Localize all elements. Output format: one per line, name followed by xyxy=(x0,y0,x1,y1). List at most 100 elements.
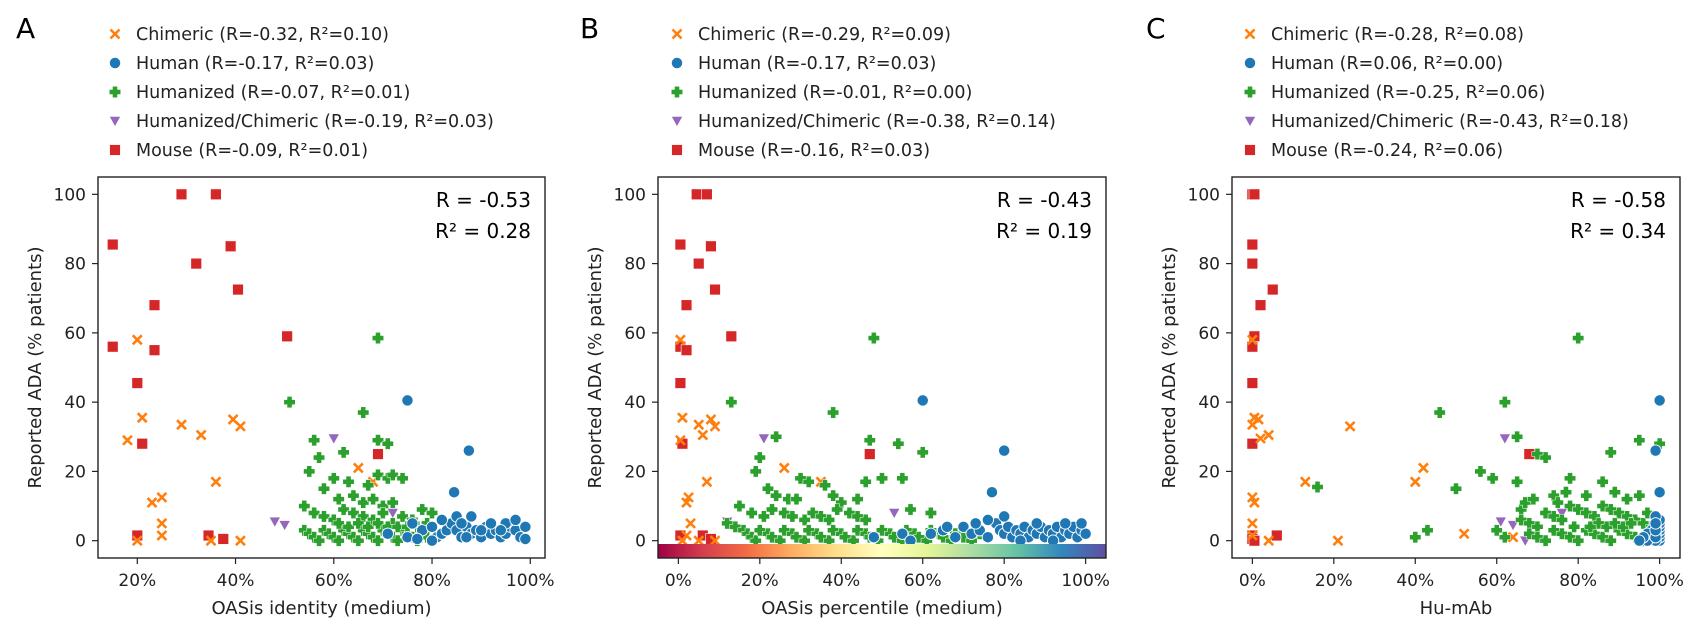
legend-entry-humanized: Humanized (R=-0.25, R²=0.06) xyxy=(1271,83,1545,103)
data-point-humanized xyxy=(1539,451,1552,464)
legend-entry-human: Human (R=-0.17, R²=0.03) xyxy=(698,54,936,74)
data-point-humanized xyxy=(904,503,917,516)
data-point-mouse xyxy=(701,188,713,201)
data-point-chimeric xyxy=(131,334,143,346)
data-point-chimeric xyxy=(1418,462,1429,474)
data-point-human xyxy=(462,444,476,457)
plot-frame xyxy=(657,176,1107,559)
data-point-mouse xyxy=(680,299,693,311)
data-point-mouse xyxy=(1246,257,1259,270)
x-tick-label: 0% xyxy=(1239,571,1266,591)
data-point-human xyxy=(998,444,1011,457)
data-point-chimeric xyxy=(1255,433,1266,444)
data-point-human xyxy=(1649,444,1662,457)
plot-frame xyxy=(97,176,546,559)
data-point-humanized-chimeric xyxy=(1555,508,1569,520)
data-point-mouse xyxy=(1246,437,1259,450)
legend-entry-humanized-chimeric: Humanized/Chimeric (R=-0.38, R²=0.14) xyxy=(698,112,1056,132)
legend-entry-humanized: Humanized (R=-0.01, R²=0.00) xyxy=(698,83,972,103)
stat-r: R = -0.53 xyxy=(436,188,531,212)
scatter-points xyxy=(1246,188,1666,547)
data-point-humanized xyxy=(1498,396,1511,409)
data-point-human xyxy=(1075,517,1088,530)
data-point-human xyxy=(998,510,1011,523)
data-point-human xyxy=(1633,534,1646,547)
legend: Chimeric (R=-0.32, R²=0.10) Human (R=-0.1… xyxy=(108,25,494,161)
legend-marker-humanized xyxy=(1244,86,1256,98)
data-point-humanized xyxy=(1539,534,1552,547)
data-point-humanized xyxy=(1600,520,1613,533)
legend-entry-chimeric: Chimeric (R=-0.29, R²=0.09) xyxy=(698,25,951,45)
series-humanized xyxy=(283,332,438,547)
data-point-mouse xyxy=(709,283,721,296)
data-point-mouse xyxy=(190,257,202,270)
series-mouse xyxy=(107,188,384,545)
data-point-humanized xyxy=(1450,482,1462,495)
panel-a: A Chimeric (R=-0.32, R²=0.10) Human (R=-0.… xyxy=(16,12,555,619)
series-human xyxy=(867,394,1092,547)
legend-entry-humanized: Humanized (R=-0.07, R²=0.01) xyxy=(136,83,410,103)
data-point-humanized xyxy=(770,430,783,443)
series-chimeric xyxy=(122,334,379,547)
data-point-chimeric xyxy=(156,530,168,541)
legend-marker-humanized xyxy=(109,86,121,98)
data-point-human xyxy=(924,527,938,540)
data-point-mouse xyxy=(674,377,687,389)
data-point-chimeric xyxy=(1253,414,1264,425)
data-point-humanized xyxy=(749,534,762,547)
data-point-human xyxy=(494,524,507,537)
series-chimeric xyxy=(1246,334,1519,547)
data-point-humanized xyxy=(1584,520,1597,533)
data-point-humanized xyxy=(337,446,350,459)
x-tick-label: 100% xyxy=(1061,571,1110,591)
data-point-humanized xyxy=(867,332,880,345)
data-point-humanized xyxy=(1596,475,1609,488)
data-point-human xyxy=(1649,517,1662,530)
data-point-chimeric xyxy=(352,462,364,474)
data-point-chimeric xyxy=(683,491,694,503)
data-point-human xyxy=(460,531,473,544)
data-point-human xyxy=(484,517,498,530)
data-point-humanized xyxy=(313,534,325,547)
data-point-human xyxy=(941,520,954,533)
data-point-humanized xyxy=(1572,534,1585,547)
legend-entry-mouse: Mouse (R=-0.09, R²=0.01) xyxy=(136,141,368,161)
data-point-humanized xyxy=(1515,503,1528,516)
legend-marker-chimeric xyxy=(1244,28,1256,40)
data-point-chimeric xyxy=(176,419,187,431)
data-point-humanized xyxy=(1621,493,1633,506)
series-human xyxy=(381,394,532,547)
data-point-humanized xyxy=(303,465,316,478)
data-point-humanized xyxy=(1572,332,1585,345)
data-point-human xyxy=(509,513,522,527)
y-tick-label: 80 xyxy=(64,255,86,275)
y-axis-label: Reported ADA (% patients) xyxy=(25,246,46,488)
series-human xyxy=(1633,394,1666,547)
data-point-mouse xyxy=(1246,377,1259,389)
data-point-human xyxy=(519,520,532,533)
y-tick-label: 60 xyxy=(624,324,646,344)
y-axis-label: Reported ADA (% patients) xyxy=(1159,246,1180,488)
data-point-humanized xyxy=(892,437,905,450)
scatter-points xyxy=(107,188,532,547)
legend-entry-human: Human (R=0.06, R²=0.00) xyxy=(1271,54,1503,74)
x-tick-label: 80% xyxy=(985,571,1023,591)
data-point-mouse xyxy=(705,240,717,252)
data-point-humanized xyxy=(1551,496,1564,509)
data-point-chimeric xyxy=(1299,476,1311,488)
data-point-chimeric xyxy=(131,535,143,547)
data-point-humanized-chimeric xyxy=(327,433,340,445)
data-point-mouse xyxy=(136,437,148,450)
data-point-chimeric xyxy=(195,429,207,441)
legend-marker-mouse xyxy=(1244,144,1256,156)
y-tick-label: 60 xyxy=(1198,324,1220,344)
stat-r-squared: R² = 0.28 xyxy=(435,219,531,243)
legend-marker-mouse xyxy=(109,144,121,156)
data-point-mouse xyxy=(131,377,143,389)
legend-entry-human: Human (R=-0.17, R²=0.03) xyxy=(136,54,374,74)
x-tick-label: 60% xyxy=(1478,571,1516,591)
data-point-humanized xyxy=(916,446,929,459)
x-tick-label: 100% xyxy=(1635,571,1684,591)
x-tick-label: 20% xyxy=(1315,571,1353,591)
data-point-humanized xyxy=(332,534,345,547)
